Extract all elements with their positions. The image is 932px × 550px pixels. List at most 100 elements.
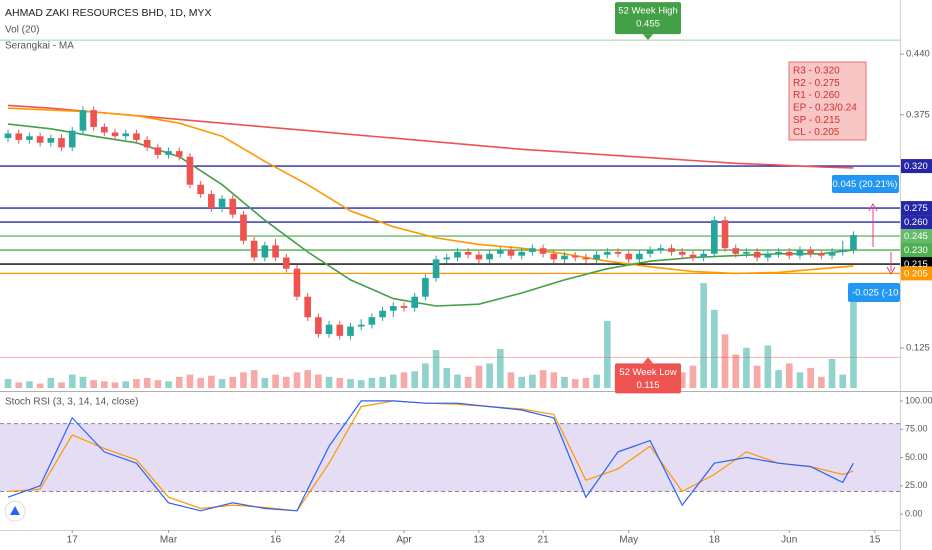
level-label: 0.205 [904,268,928,279]
candle-body [828,251,836,256]
level-label: 0.260 [904,217,928,228]
candle-body [304,296,311,318]
candle-body [753,251,761,258]
level-label-box [901,215,932,230]
note-line: CL - 0.205 [793,127,840,138]
candle-body [143,139,151,148]
volume-bar [593,374,600,388]
candle-body [571,255,579,258]
flag-pointer [643,357,653,364]
volume-bar [347,379,354,388]
candle-body [101,126,108,133]
x-tick-label: May [619,535,638,546]
candle-body [58,138,65,148]
volume-bar [454,374,461,388]
candle-body [796,250,804,256]
candle-body [721,220,729,249]
candle-body [593,254,600,260]
candle-body [818,253,825,256]
level-label-box [901,201,932,216]
volume-bar [571,379,579,388]
volume-bar [775,370,782,388]
volume-bar [796,372,804,388]
candle-body [486,253,493,260]
candle-body [208,194,215,209]
candle-body [272,245,279,258]
volume-bar [732,354,740,388]
volume-bar [753,365,761,388]
volume-bar [411,371,419,388]
y-tick-label: 0.125 [906,343,930,354]
candle-body [154,147,162,155]
volume-bar [764,345,772,388]
note-line: R2 - 0.275 [793,78,840,89]
volume-bar [68,374,76,388]
candle-body [197,184,204,195]
candle-body [111,132,119,137]
volume-bar [486,363,493,388]
volume-bar [828,358,836,388]
measure-box [848,283,900,302]
level-label: 0.320 [904,161,928,172]
candle-body [26,136,33,140]
candle-body [743,251,750,254]
candle-body [668,248,675,252]
candle-body [4,133,12,139]
measure-arrow-head [886,266,896,276]
candle-body [347,326,354,336]
candle-body [539,248,547,254]
volume-bar [507,372,515,388]
candle-body [689,254,697,258]
candle-body [90,110,97,127]
candle-body [250,240,258,258]
level-label-box [901,243,932,258]
volume-bar [79,376,87,388]
candle-body [475,254,483,260]
volume-bar [743,347,750,388]
measure-arrow-head [868,202,878,212]
candle-body [240,214,247,241]
candle-body [646,250,654,254]
candle-body [282,257,290,269]
candle-body [79,110,87,131]
logo-mark [10,506,20,515]
note-line: SP - 0.215 [793,115,841,126]
level-label-box [901,229,932,244]
volume-bar [518,376,526,388]
candle-body [400,306,408,308]
volume-bar [101,381,108,388]
volume-bar [90,380,97,388]
x-tick-label: Jun [781,535,797,546]
x-tick-label: 18 [709,535,721,546]
moving-average [7,104,854,169]
level-label: 0.230 [904,245,928,256]
candle-body [325,324,333,335]
candle-body [625,253,633,260]
volume-bar [443,367,451,388]
flag-pointer [643,34,653,41]
candle-body [443,257,451,260]
volume-bar [143,377,151,388]
x-tick-label: 15 [869,535,881,546]
volume-bar [582,377,590,388]
candle-body [850,235,857,251]
volume-bar [422,363,429,388]
candle-body [422,278,429,297]
x-tick-label: 17 [67,535,79,546]
candle-body [496,250,504,254]
band-fill [0,423,900,492]
volume-bar [293,372,301,388]
volume-bar [165,381,172,388]
candle-body [368,317,376,325]
x-tick-label: 13 [473,535,485,546]
candle-body [529,248,536,252]
candle-body [678,251,686,255]
level-label-box [901,266,932,281]
y-tick-label: 100.00 [905,395,932,405]
candle-body [636,253,643,260]
volume-bar [561,376,568,388]
flag-box [615,363,681,394]
volume-bar [197,377,204,388]
chart-title: AHMAD ZAKI RESOURCES BHD, 1D, MYX [5,7,212,19]
candle-body [561,255,568,260]
